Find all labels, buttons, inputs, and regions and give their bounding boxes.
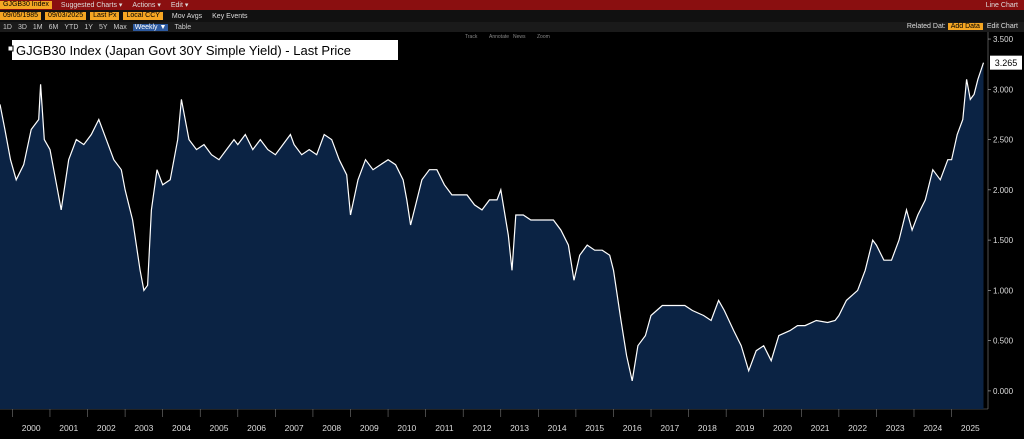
y-tick-label: 2.500 <box>993 136 1014 145</box>
tool-tab: News <box>513 34 526 40</box>
y-tick-label: 1.500 <box>993 236 1014 245</box>
tool-tab: Annotate <box>489 34 509 40</box>
range-button[interactable]: 1M <box>32 23 43 31</box>
menu[interactable]: Suggested Charts ▾ <box>60 2 123 9</box>
table-button[interactable]: Table <box>174 23 192 31</box>
range-bar: 1D 3D 1M 6M YTD 1Y 5Y Max Weekly ▼ Table Relate… <box>0 22 1024 32</box>
range-button[interactable]: 1D <box>3 23 12 31</box>
x-tick-label: 2006 <box>247 423 266 433</box>
x-tick-label: 2016 <box>623 423 642 433</box>
legend-box <box>12 40 398 60</box>
range-button[interactable]: YTD <box>64 23 79 31</box>
last-value-label: 3.265 <box>995 58 1018 68</box>
related-input[interactable]: Add Data <box>947 23 983 30</box>
y-tick-label: 3.000 <box>993 85 1014 94</box>
x-tick-label: 2010 <box>397 423 416 433</box>
x-tick-label: 2003 <box>134 423 153 433</box>
y-tick-label: 3.500 <box>993 35 1014 44</box>
tool-tab: Zoom <box>537 34 550 40</box>
x-tick-label: 2002 <box>97 423 116 433</box>
top-menu: GJGB30 Index Suggested Charts ▾ Actions … <box>0 0 1024 10</box>
x-tick-label: 2019 <box>735 423 754 433</box>
settings-bar: 09/05/1985 09/03/2025 Last Px Local CCY … <box>0 10 1024 22</box>
last-value-box <box>990 55 1022 70</box>
x-tick-label: 2004 <box>172 423 191 433</box>
x-tick-label: 2023 <box>886 423 905 433</box>
range-button[interactable]: 3D <box>17 23 27 31</box>
menu[interactable]: Actions ▾ <box>132 2 161 9</box>
x-tick-label: 2012 <box>473 423 492 433</box>
x-tick-label: 2000 <box>22 423 41 433</box>
y-tick-label: 0.500 <box>993 337 1014 346</box>
x-tick-label: 2005 <box>210 423 229 433</box>
x-tick-label: 2013 <box>510 423 529 433</box>
y-tick-label: 2.000 <box>993 186 1014 195</box>
x-tick-label: 2009 <box>360 423 379 433</box>
ticker-input[interactable]: GJGB30 Index <box>0 1 52 9</box>
x-tick-label: 2007 <box>285 423 304 433</box>
menu[interactable]: Edit ▾ <box>170 2 189 9</box>
chart: Track Annotate News Zoom 0.000 0.500 1.000 1.50… <box>0 32 1024 439</box>
x-axis-band <box>0 409 1024 439</box>
ranges: 1D 3D 1M 6M YTD 1Y 5Y Max <box>0 24 130 31</box>
chart-kind: Line Chart <box>985 1 1018 9</box>
x-tick-label: 2011 <box>435 423 454 433</box>
x-tick-label: 2018 <box>698 423 717 433</box>
tool-tab: Track <box>465 34 478 40</box>
x-tick-label: 2021 <box>811 423 830 433</box>
x-tick-label: 2015 <box>585 423 604 433</box>
y-tick-label: 0.000 <box>993 387 1014 396</box>
range-button[interactable]: 5Y <box>98 23 108 31</box>
start-date[interactable]: 09/05/1985 <box>0 12 42 20</box>
x-tick-label: 2024 <box>923 423 942 433</box>
x-tick-label: 2020 <box>773 423 792 433</box>
related: Related Dat: Add Data Edit Chart <box>907 23 1018 31</box>
option[interactable]: Key Events <box>212 12 248 20</box>
range-button[interactable]: 1Y <box>84 23 93 31</box>
end-date[interactable]: 09/03/2025 <box>45 12 87 20</box>
x-tick-label: 2008 <box>322 423 341 433</box>
currency[interactable]: Local CCY <box>123 12 163 20</box>
range-button[interactable]: Max <box>113 23 127 31</box>
legend-swatch <box>7 45 14 52</box>
x-tick-label: 2022 <box>848 423 867 433</box>
edit-chart[interactable]: Edit Chart <box>986 23 1018 30</box>
option[interactable]: Mov Avgs <box>171 12 203 20</box>
x-tick-label: 2025 <box>961 423 980 433</box>
area <box>0 62 984 409</box>
related-label: Related Dat: <box>906 23 946 30</box>
range-button[interactable]: 6M <box>48 23 59 31</box>
frequency[interactable]: Weekly ▼ <box>132 23 169 31</box>
field[interactable]: Last Px <box>90 12 120 20</box>
y-tick-label: 1.000 <box>993 286 1014 295</box>
x-tick-label: 2001 <box>59 423 78 433</box>
legend-label: GJGB30 Index (Japan Govt 30Y Simple Yiel… <box>16 43 351 58</box>
x-tick-label: 2017 <box>660 423 679 433</box>
x-tick-label: 2014 <box>548 423 567 433</box>
line <box>0 62 985 382</box>
